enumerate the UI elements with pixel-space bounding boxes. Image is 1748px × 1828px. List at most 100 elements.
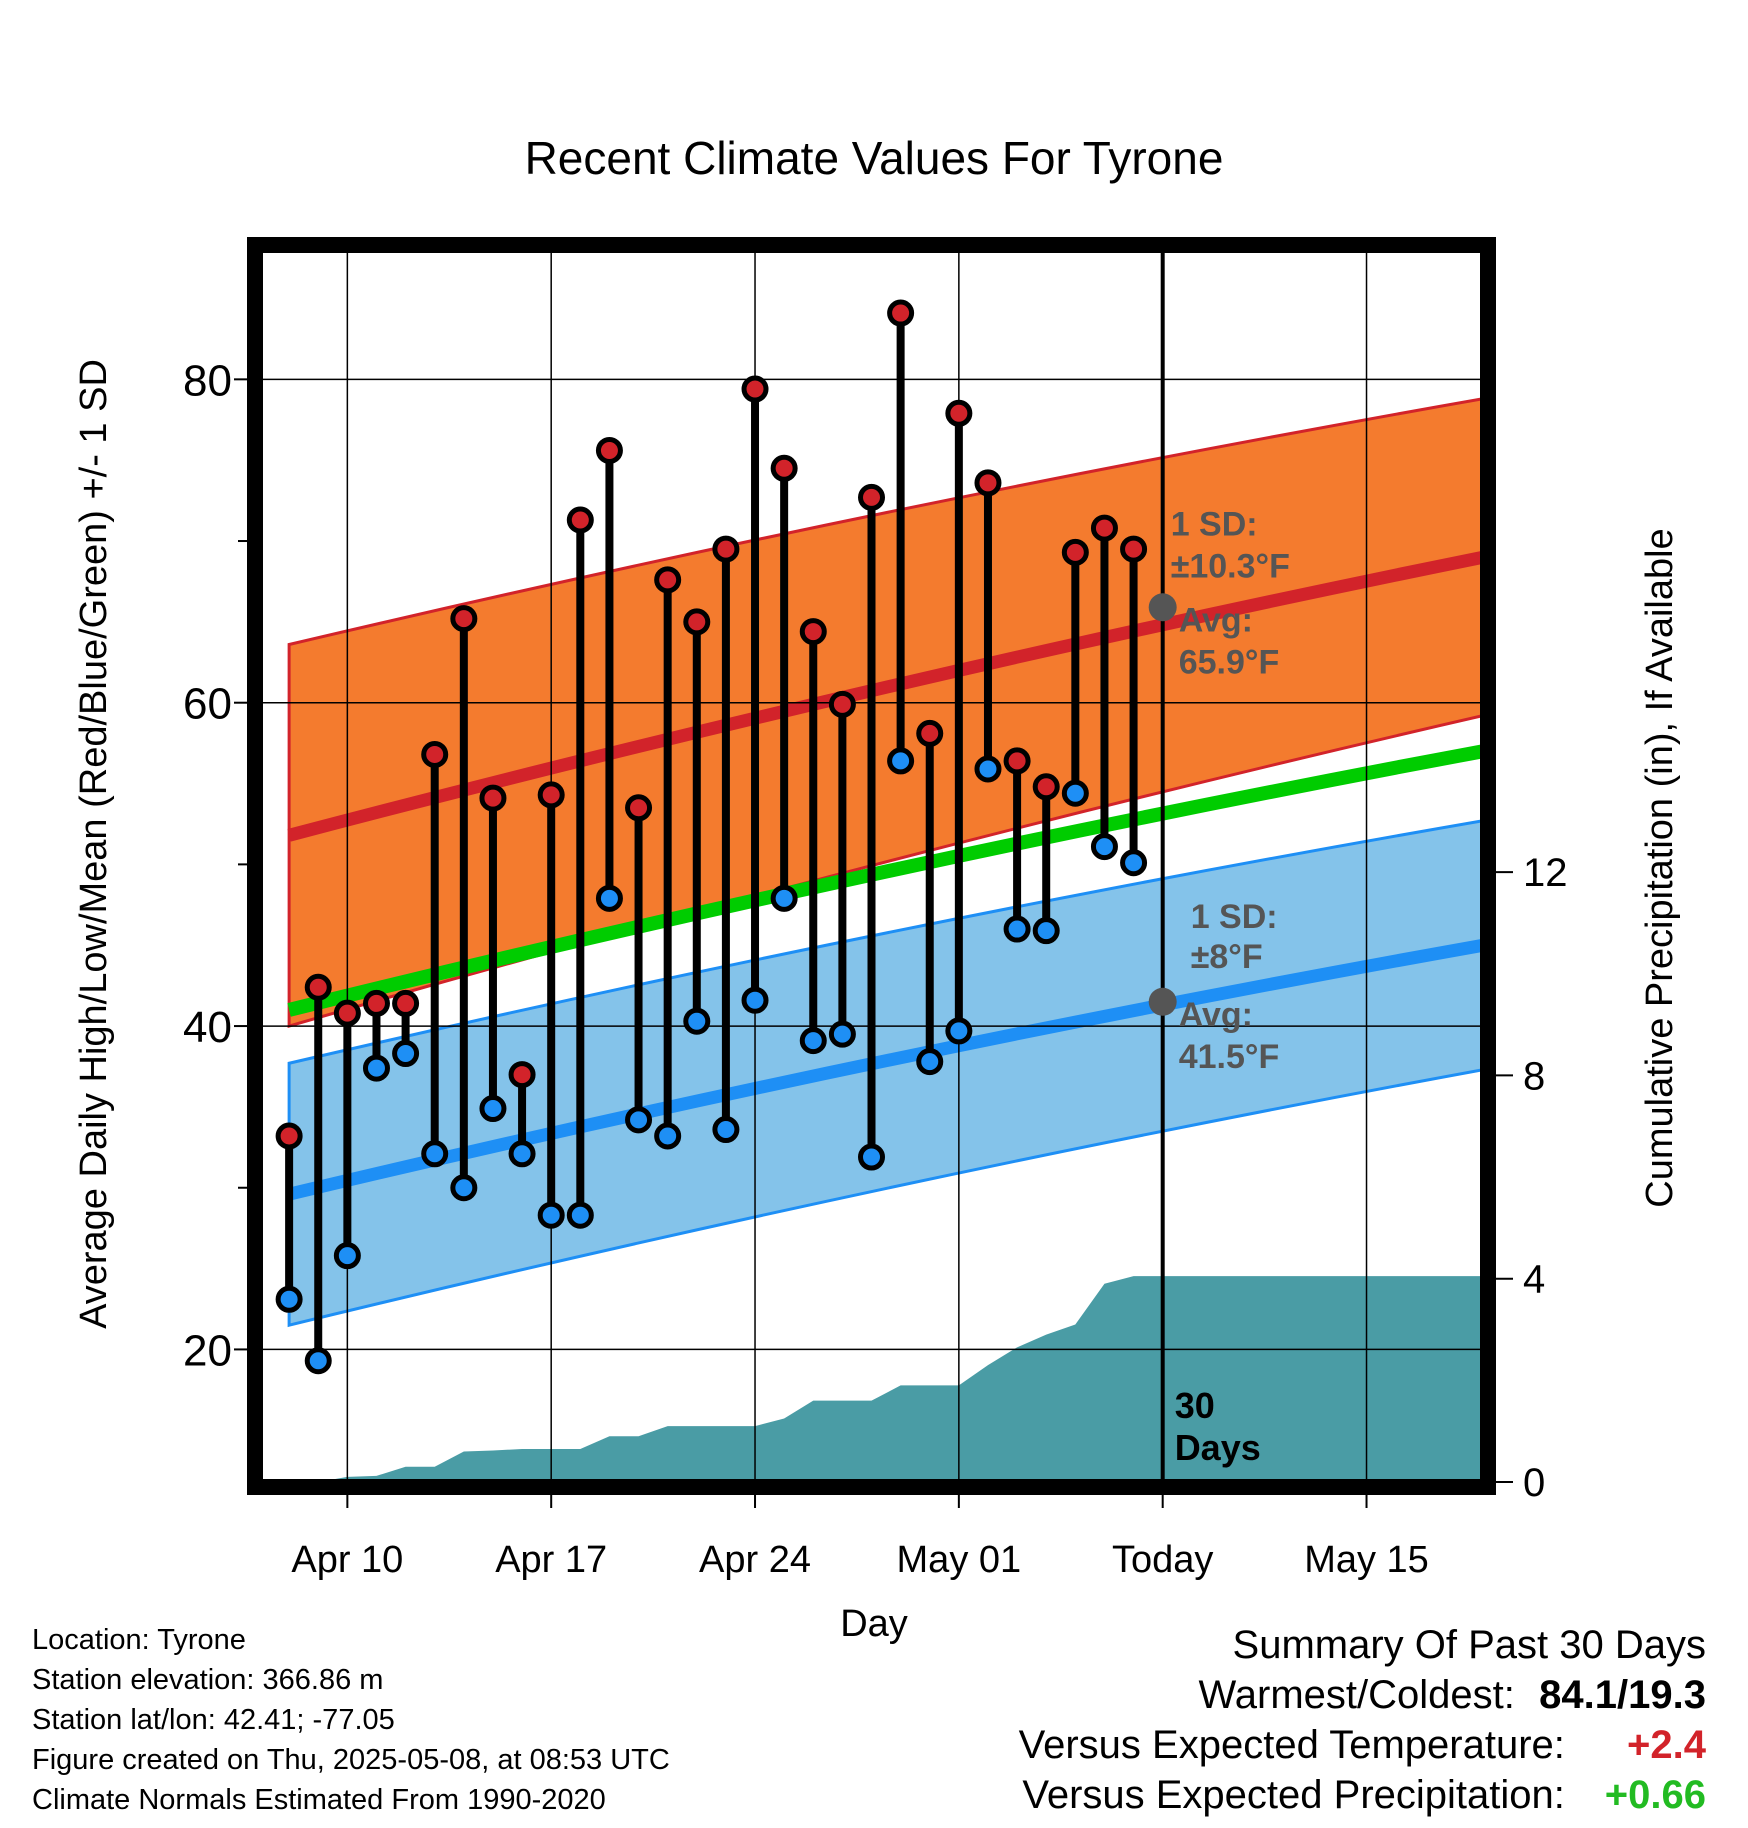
x-tick-label: Today [1112,1539,1213,1581]
high-point [887,299,915,327]
high-point [858,483,885,511]
high-point [421,740,449,768]
elevation-text: Station elevation: 366.86 m [32,1664,384,1696]
high-point [392,989,420,1017]
high-point [508,1061,536,1089]
high-point [916,719,944,747]
high-point [945,399,973,427]
low-avg-marker [1148,987,1177,1016]
low-point [741,986,769,1014]
high-point [625,794,653,822]
high-point [479,784,507,812]
high-point [1061,538,1089,566]
low-point [799,1027,827,1055]
low-point [421,1140,449,1168]
high-point [683,608,711,636]
high-point [654,566,682,594]
y-tick-label: 60 [183,680,232,729]
high-avg-value: 65.9°F [1179,643,1280,681]
high-avg-marker [1148,593,1177,622]
x-tick-label: Apr 17 [495,1539,607,1581]
low-point [974,755,1002,783]
warm-cold-value: 84.1/19.3 [1539,1673,1706,1717]
y-tick-label: 20 [183,1326,232,1375]
low-point [770,884,798,912]
high-point [450,605,478,633]
low-point [1120,849,1148,877]
x-tick-label: May 01 [897,1539,1022,1581]
high-point [799,618,827,646]
y-tick-label: 40 [183,1003,232,1052]
high-point [1032,773,1060,801]
precip-value: +0.66 [1604,1773,1706,1817]
high-point [362,989,390,1017]
high-point [828,690,856,718]
high-point [1120,535,1148,563]
warm-cold-row: Warmest/Coldest: 84.1/19.3 [1019,1670,1707,1720]
low-point [945,1017,973,1045]
high-point [741,375,769,403]
low-point [479,1095,507,1123]
high-point [304,973,332,1001]
high-point [974,469,1002,497]
location-text: Location: Tyrone [32,1624,246,1656]
low-point [392,1040,420,1068]
plot-area [260,250,1483,1482]
y2-axis-label: Cumulative Precipitation (in), If Availa… [1639,528,1681,1207]
low-point [654,1122,682,1150]
low-point [1061,779,1089,807]
precipitation-area [289,1276,1483,1482]
low-point [566,1201,594,1229]
created-text: Figure created on Thu, 2025-05-08, at 08… [32,1744,670,1776]
high-avg-label: Avg: [1179,601,1253,639]
precip-label: Versus Expected Precipitation: [1022,1773,1565,1817]
high-point [537,781,565,809]
high-point [333,999,361,1027]
period-label-number: 30 [1175,1385,1215,1426]
low-point [304,1347,332,1375]
low-point [1032,917,1060,945]
period-label-days: Days [1175,1427,1261,1468]
summary-title: Summary Of Past 30 Days [1232,1623,1706,1667]
low-point [828,1020,856,1048]
high-sd-value: ±10.3°F [1171,547,1290,585]
high-point [712,535,740,563]
station-info: Location: Tyrone Station elevation: 366.… [32,1620,670,1820]
low-point [858,1143,885,1171]
low-point [1090,833,1118,861]
low-point [508,1140,536,1168]
high-point [275,1122,303,1150]
low-point [275,1285,303,1313]
low-sd-band [287,819,1483,1328]
low-avg-value: 41.5°F [1179,1038,1280,1076]
low-point [450,1174,478,1202]
temp-value: +2.4 [1627,1723,1706,1767]
y-tick-label: 80 [183,356,232,405]
high-point [595,436,623,464]
low-point [916,1048,944,1076]
summary-panel: Summary Of Past 30 Days Warmest/Coldest:… [1019,1620,1706,1820]
high-point [566,506,594,534]
x-tick-label: Apr 24 [699,1539,811,1581]
precip-row: Versus Expected Precipitation: +0.66 [1019,1770,1706,1820]
warm-cold-label: Warmest/Coldest: [1198,1673,1515,1717]
x-tick-label: Apr 10 [291,1539,403,1581]
high-sd-label: 1 SD: [1171,505,1258,543]
temp-label: Versus Expected Temperature: [1018,1723,1565,1767]
high-point [770,454,798,482]
normals-text: Climate Normals Estimated From 1990-2020 [32,1784,606,1816]
low-point [887,747,915,775]
high-point [1003,747,1031,775]
x-tick-label: May 15 [1304,1539,1429,1581]
chart-title: Recent Climate Values For Tyrone [525,132,1224,184]
y-axis-label: Average Daily High/Low/Mean (Red/Blue/Gr… [73,359,115,1329]
low-point [712,1116,740,1144]
latlon-text: Station lat/lon: 42.41; -77.05 [32,1704,395,1736]
low-point [333,1242,361,1270]
low-avg-label: Avg: [1179,996,1253,1034]
low-point [625,1106,653,1134]
y2-tick-label: 4 [1523,1258,1545,1302]
low-point [683,1007,711,1035]
plot-frame [247,237,1496,1495]
